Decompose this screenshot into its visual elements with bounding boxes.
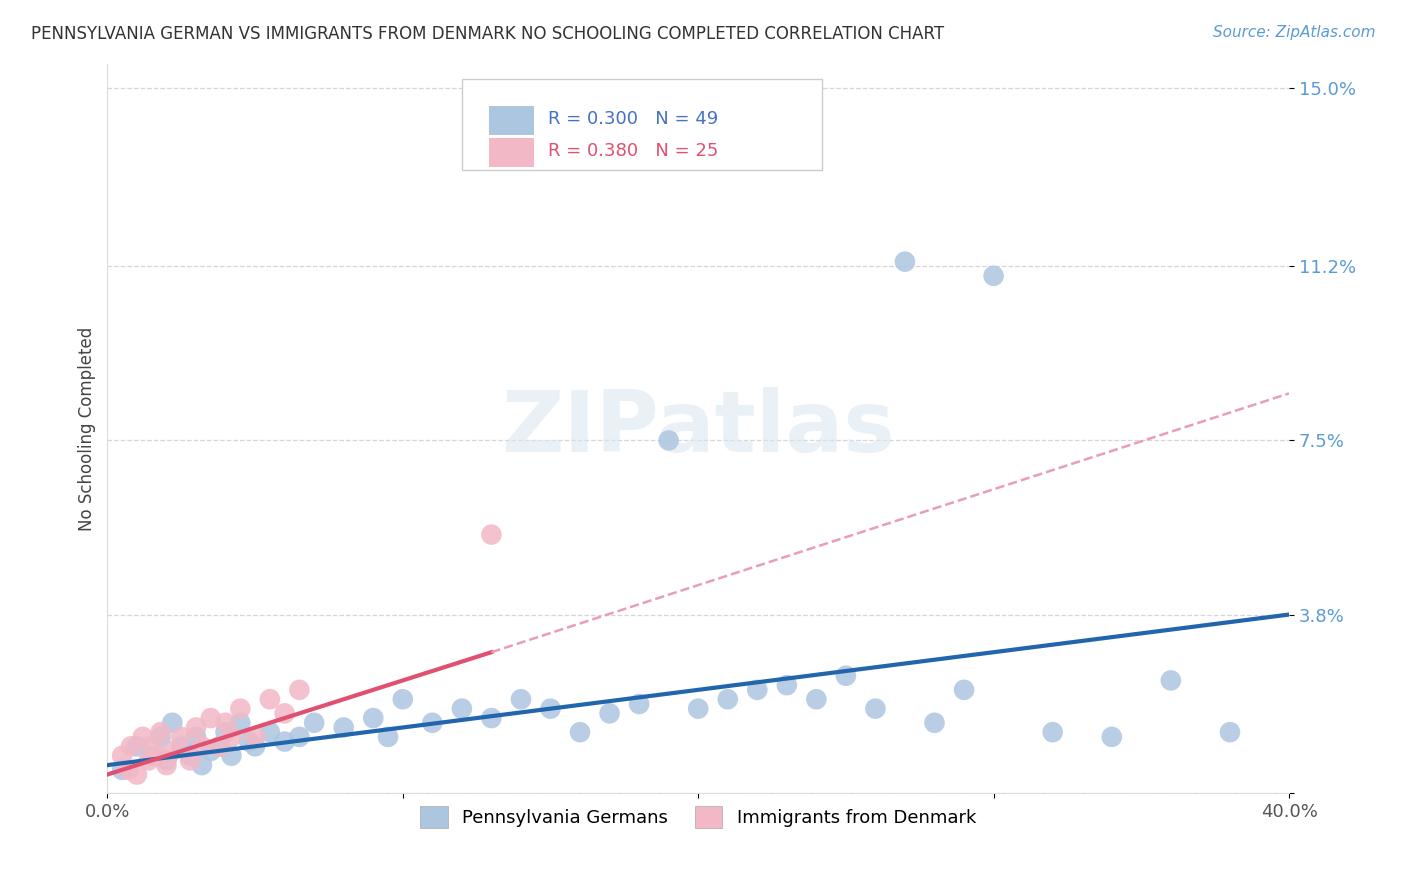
Point xyxy=(332,721,354,735)
Point xyxy=(117,763,139,777)
Point xyxy=(155,753,177,767)
Text: R = 0.380   N = 25: R = 0.380 N = 25 xyxy=(548,142,718,160)
Point xyxy=(983,268,1005,283)
Point xyxy=(259,692,281,706)
Point xyxy=(162,715,184,730)
Point xyxy=(208,739,231,754)
Point xyxy=(221,748,243,763)
Point xyxy=(221,730,243,744)
Point xyxy=(149,730,172,744)
Point xyxy=(111,763,134,777)
Legend: Pennsylvania Germans, Immigrants from Denmark: Pennsylvania Germans, Immigrants from De… xyxy=(413,799,983,836)
Point xyxy=(200,744,222,758)
Point xyxy=(146,748,169,763)
Point xyxy=(243,739,266,754)
Point xyxy=(569,725,592,739)
Y-axis label: No Schooling Completed: No Schooling Completed xyxy=(79,326,96,531)
Point xyxy=(361,711,384,725)
Point xyxy=(141,739,163,754)
Point xyxy=(302,715,325,730)
Point xyxy=(208,739,231,754)
Point xyxy=(776,678,799,692)
Point xyxy=(420,715,443,730)
Point xyxy=(1160,673,1182,688)
Point xyxy=(132,730,155,744)
Point xyxy=(806,692,828,706)
Point xyxy=(450,701,472,715)
Text: PENNSYLVANIA GERMAN VS IMMIGRANTS FROM DENMARK NO SCHOOLING COMPLETED CORRELATIO: PENNSYLVANIA GERMAN VS IMMIGRANTS FROM D… xyxy=(31,25,943,43)
Point xyxy=(1042,725,1064,739)
Point xyxy=(200,711,222,725)
Point xyxy=(391,692,413,706)
Point xyxy=(214,725,236,739)
Point xyxy=(481,527,503,541)
Point xyxy=(540,701,562,715)
Point xyxy=(747,682,769,697)
Point xyxy=(229,701,252,715)
FancyBboxPatch shape xyxy=(489,138,534,168)
Point xyxy=(138,753,160,767)
Point xyxy=(155,758,177,772)
Text: R = 0.300   N = 49: R = 0.300 N = 49 xyxy=(548,110,718,128)
Point xyxy=(259,725,281,739)
Point xyxy=(149,725,172,739)
Point xyxy=(214,715,236,730)
Point xyxy=(243,730,266,744)
Point xyxy=(273,706,295,721)
Point xyxy=(894,254,917,268)
Point xyxy=(179,753,201,767)
FancyBboxPatch shape xyxy=(489,106,534,136)
Point xyxy=(510,692,533,706)
Point xyxy=(1101,730,1123,744)
Text: ZIPatlas: ZIPatlas xyxy=(502,387,896,470)
Point xyxy=(125,767,148,781)
Point xyxy=(141,748,163,763)
Point xyxy=(120,739,142,754)
Point xyxy=(628,697,651,711)
Point xyxy=(170,739,193,754)
Point xyxy=(377,730,399,744)
Point xyxy=(184,730,207,744)
Point xyxy=(924,715,946,730)
Point xyxy=(170,730,193,744)
Point xyxy=(229,715,252,730)
Point xyxy=(125,739,148,754)
Point xyxy=(288,682,311,697)
Point xyxy=(238,734,260,748)
Point xyxy=(273,734,295,748)
Point xyxy=(481,711,503,725)
Point xyxy=(717,692,740,706)
Point xyxy=(658,434,681,448)
Point xyxy=(835,669,858,683)
Point xyxy=(953,682,976,697)
Text: Source: ZipAtlas.com: Source: ZipAtlas.com xyxy=(1212,25,1375,40)
Point xyxy=(688,701,710,715)
Point xyxy=(191,758,214,772)
Point xyxy=(111,748,134,763)
Point xyxy=(179,748,201,763)
Point xyxy=(865,701,887,715)
Point xyxy=(288,730,311,744)
Point xyxy=(599,706,621,721)
Point xyxy=(184,721,207,735)
FancyBboxPatch shape xyxy=(461,78,823,169)
Point xyxy=(1219,725,1241,739)
Point xyxy=(191,739,214,754)
Point xyxy=(162,744,184,758)
